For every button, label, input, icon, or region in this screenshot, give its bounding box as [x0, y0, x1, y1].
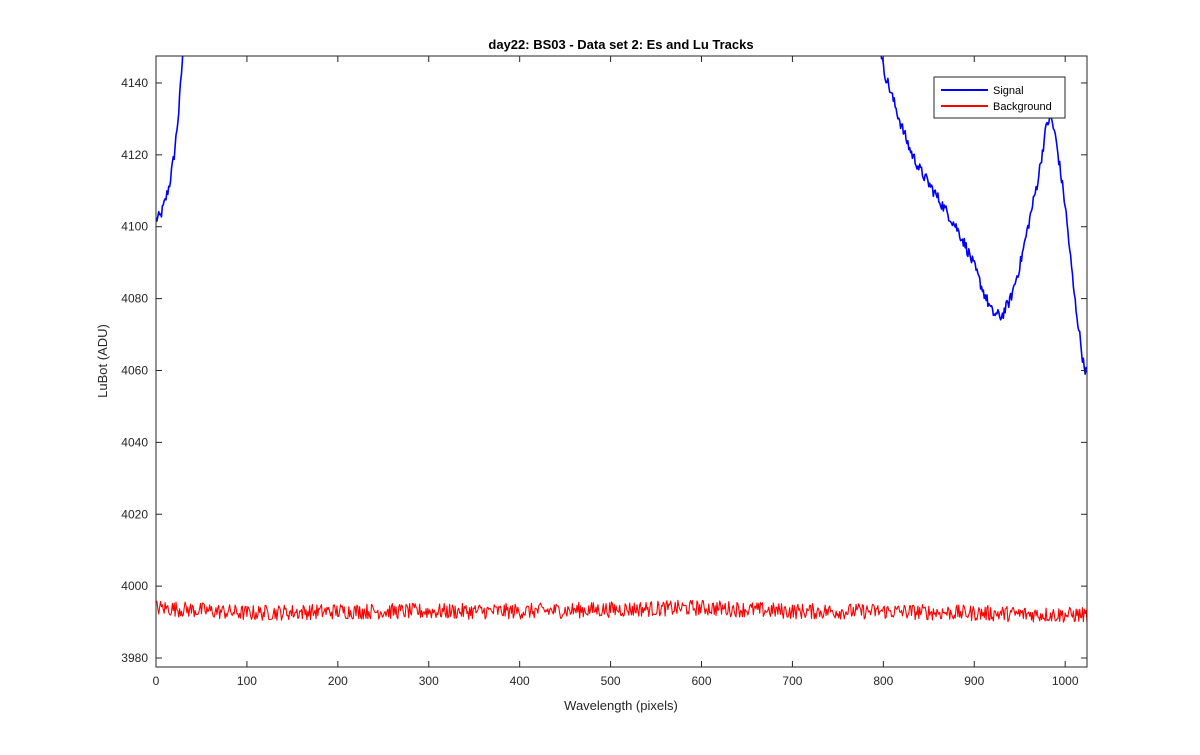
x-tick-label: 600	[691, 674, 711, 688]
x-tick-label: 200	[328, 674, 348, 688]
x-tick-label: 1000	[1052, 674, 1079, 688]
y-tick-label: 4100	[121, 220, 148, 234]
plot-area	[156, 56, 1087, 667]
signal-series-line	[156, 56, 1087, 375]
axes-box	[155, 55, 1088, 668]
x-tick-label: 800	[873, 674, 893, 688]
legend-signal-label: Signal	[993, 85, 1024, 97]
y-tick-label: 4120	[121, 148, 148, 162]
chart-title: day22: BS03 - Data set 2: Es and Lu Trac…	[488, 37, 753, 52]
x-tick-label: 300	[419, 674, 439, 688]
y-tick-label: 4020	[121, 507, 148, 521]
legend: Signal Background	[933, 76, 1066, 119]
y-axis-label: LuBot (ADU)	[95, 324, 110, 398]
x-axis-label: Wavelength (pixels)	[564, 698, 678, 713]
x-axis: 0 100 200 300 400 500 600 700 800 900 1000	[153, 56, 1079, 688]
legend-background-label: Background	[993, 101, 1052, 113]
y-tick-label: 4000	[121, 579, 148, 593]
y-tick-label: 3980	[121, 651, 148, 665]
y-tick-label: 4040	[121, 435, 148, 449]
x-tick-label: 0	[153, 674, 160, 688]
data-layer	[156, 56, 1087, 623]
y-tick-label: 4080	[121, 292, 148, 306]
x-tick-label: 100	[237, 674, 257, 688]
y-axis: 3980 4000 4020 4040 4060 4080 4100 4120 4140	[121, 76, 1087, 665]
y-tick-label: 4140	[121, 76, 148, 90]
background-series-line	[156, 599, 1087, 623]
x-tick-label: 700	[782, 674, 802, 688]
x-tick-label: 500	[601, 674, 621, 688]
legend-box	[933, 76, 1066, 119]
y-tick-label: 4060	[121, 363, 148, 377]
x-tick-label: 900	[964, 674, 984, 688]
x-tick-label: 400	[510, 674, 530, 688]
